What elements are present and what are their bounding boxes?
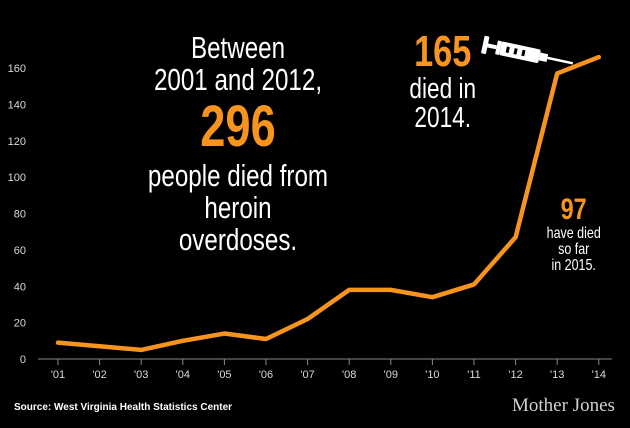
y-tick-label: 140 <box>8 99 26 111</box>
y-tick-label: 0 <box>20 354 26 366</box>
annotation-2014: 165 died in 2014. <box>388 27 498 135</box>
annotation-2001-2012: Between 2001 and 2012, 296 people died f… <box>118 32 358 255</box>
annotation-text: in 2015. <box>551 257 597 275</box>
annotation-number: 296 <box>200 94 276 160</box>
x-tick-label: '04 <box>176 369 190 381</box>
x-tick-label: '12 <box>508 369 522 381</box>
brand-logo: Mother Jones <box>512 395 615 416</box>
x-tick-label: '06 <box>259 369 273 381</box>
annotation-text: heroin overdoses. <box>178 189 298 257</box>
annotation-number: 97 <box>560 193 588 226</box>
x-tick-label: '09 <box>384 369 398 381</box>
x-tick-label: '13 <box>550 369 564 381</box>
x-tick-label: '01 <box>51 369 65 381</box>
x-tick-label: '02 <box>92 369 106 381</box>
x-tick-label: '05 <box>217 369 231 381</box>
y-axis: 0 20 40 60 80 100 120 140 160 <box>8 63 26 366</box>
annotation-2015: 97 have died so far in 2015. <box>534 193 614 275</box>
y-tick-label: 160 <box>8 63 26 75</box>
annotation-number: 165 <box>414 27 472 76</box>
x-tick-label: '08 <box>342 369 356 381</box>
annotation-text: people died from <box>147 158 329 194</box>
annotation-text: died in <box>409 72 477 105</box>
x-tick-label: '14 <box>592 369 606 381</box>
syringe-icon <box>481 35 574 65</box>
source-note: Source: West Virginia Health Statistics … <box>14 402 233 413</box>
annotation-text: 2001 and 2012, <box>153 61 323 97</box>
overdose-deaths-line <box>55 54 602 353</box>
annotation-text: have died <box>546 224 602 242</box>
x-axis: '01 '02 '03 '04 '05 '06 '07 '08 '09 '10 '11 '12 '13 '… <box>51 359 606 381</box>
annotation-text: 2014. <box>414 102 472 135</box>
y-tick-label: 80 <box>14 209 26 221</box>
x-tick-label: '11 <box>467 369 481 381</box>
annotation-text: Between <box>190 30 286 65</box>
annotation-text: so far <box>558 240 590 258</box>
x-tick-label: '07 <box>300 369 314 381</box>
y-tick-label: 20 <box>14 318 26 330</box>
y-tick-label: 120 <box>8 136 26 148</box>
y-tick-label: 100 <box>8 172 26 184</box>
y-tick-label: 60 <box>14 245 26 257</box>
x-tick-label: '10 <box>425 369 439 381</box>
x-tick-label: '03 <box>134 369 148 381</box>
y-tick-label: 40 <box>14 281 26 293</box>
